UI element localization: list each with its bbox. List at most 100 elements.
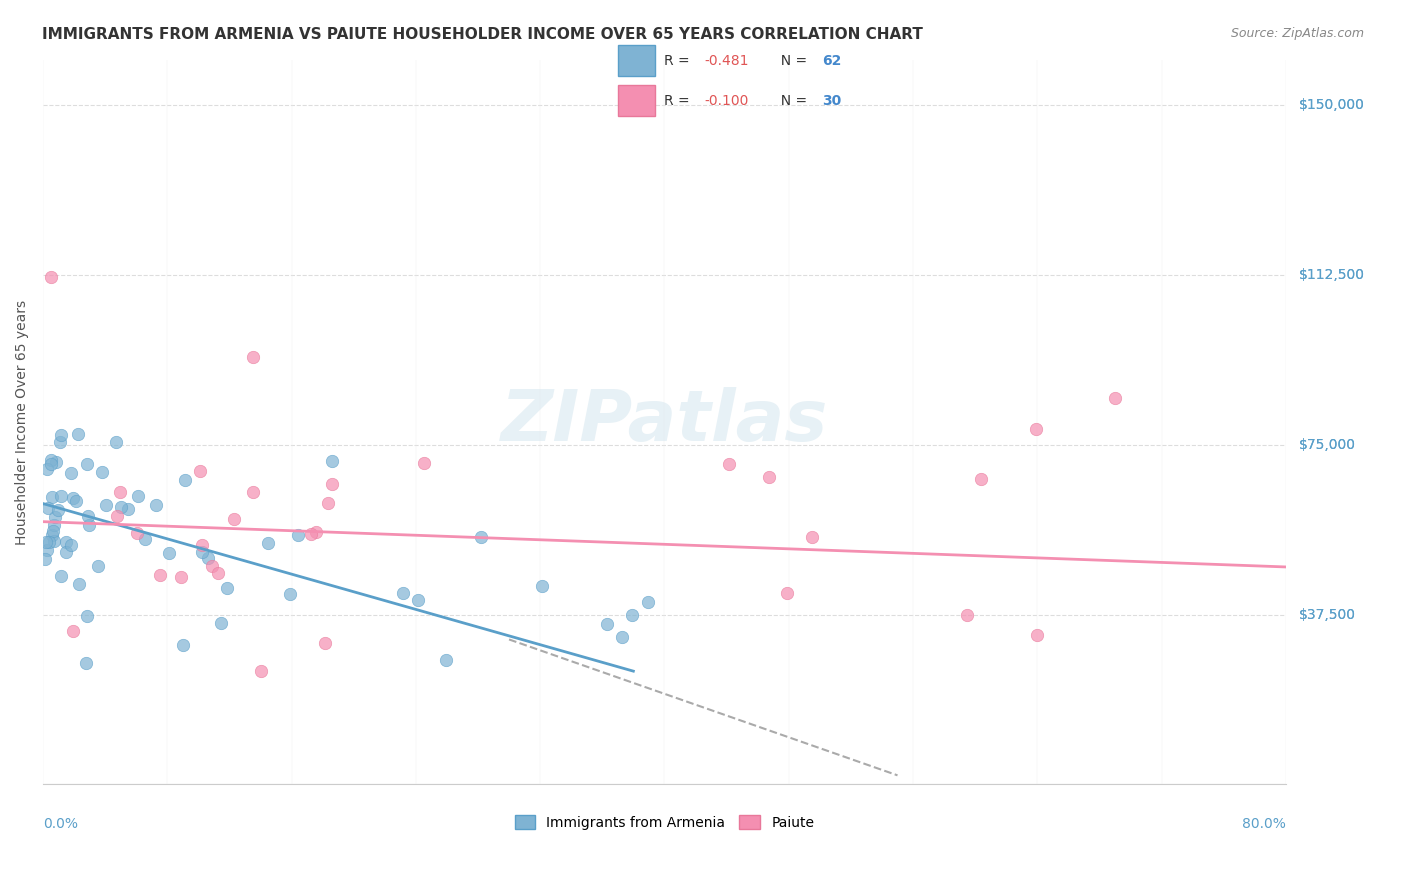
Paiute bbox=[970, 472, 993, 486]
Immigrants from Armenia bbox=[434, 653, 457, 667]
Immigrants from Armenia bbox=[392, 586, 415, 600]
Immigrants from Armenia bbox=[134, 533, 156, 547]
Immigrants from Armenia bbox=[94, 498, 117, 512]
Paiute bbox=[170, 570, 193, 584]
Text: $112,500: $112,500 bbox=[1298, 268, 1364, 282]
Paiute bbox=[717, 457, 740, 471]
Immigrants from Armenia bbox=[105, 434, 128, 449]
Immigrants from Armenia bbox=[42, 524, 65, 538]
Immigrants from Armenia bbox=[55, 534, 77, 549]
Immigrants from Armenia bbox=[37, 543, 59, 558]
Immigrants from Armenia bbox=[321, 453, 343, 467]
Immigrants from Armenia bbox=[55, 544, 77, 558]
Immigrants from Armenia bbox=[596, 617, 619, 632]
Immigrants from Armenia bbox=[287, 528, 309, 542]
Immigrants from Armenia bbox=[637, 595, 659, 609]
Legend: Immigrants from Armenia, Paiute: Immigrants from Armenia, Paiute bbox=[509, 810, 820, 836]
Text: Source: ZipAtlas.com: Source: ZipAtlas.com bbox=[1230, 27, 1364, 40]
Immigrants from Armenia bbox=[51, 569, 73, 583]
Immigrants from Armenia bbox=[190, 545, 212, 559]
Paiute bbox=[201, 559, 224, 574]
Immigrants from Armenia bbox=[76, 609, 98, 624]
Immigrants from Armenia bbox=[110, 500, 132, 514]
Paiute bbox=[222, 512, 245, 526]
Text: $37,500: $37,500 bbox=[1298, 607, 1355, 622]
Paiute bbox=[316, 496, 339, 510]
Immigrants from Armenia bbox=[35, 535, 58, 549]
Immigrants from Armenia bbox=[197, 551, 219, 566]
Text: R =: R = bbox=[664, 94, 695, 108]
Immigrants from Armenia bbox=[87, 559, 110, 574]
Immigrants from Armenia bbox=[39, 457, 62, 471]
Text: $37,500: $37,500 bbox=[1298, 607, 1355, 622]
Text: $150,000: $150,000 bbox=[1298, 98, 1364, 112]
Immigrants from Armenia bbox=[35, 461, 58, 475]
Text: N =: N = bbox=[772, 94, 811, 108]
Paiute bbox=[39, 270, 62, 285]
Immigrants from Armenia bbox=[157, 546, 180, 560]
Immigrants from Armenia bbox=[60, 538, 83, 552]
Immigrants from Armenia bbox=[42, 517, 65, 532]
Immigrants from Armenia bbox=[470, 530, 492, 544]
Immigrants from Armenia bbox=[65, 493, 87, 508]
Immigrants from Armenia bbox=[75, 656, 97, 670]
Immigrants from Armenia bbox=[51, 428, 73, 442]
Immigrants from Armenia bbox=[44, 509, 66, 524]
Paiute bbox=[249, 664, 271, 678]
Paiute bbox=[314, 636, 336, 650]
Text: 62: 62 bbox=[823, 54, 841, 68]
Text: $150,000: $150,000 bbox=[1298, 98, 1364, 112]
Immigrants from Armenia bbox=[209, 616, 232, 631]
Immigrants from Armenia bbox=[217, 582, 239, 596]
Text: ZIPatlas: ZIPatlas bbox=[501, 387, 828, 457]
Text: -0.100: -0.100 bbox=[704, 94, 749, 108]
Paiute bbox=[1025, 422, 1047, 436]
Paiute bbox=[149, 568, 172, 582]
Immigrants from Armenia bbox=[77, 517, 100, 532]
Paiute bbox=[191, 538, 214, 552]
Paiute bbox=[207, 566, 229, 581]
Immigrants from Armenia bbox=[45, 455, 67, 469]
Paiute bbox=[955, 608, 977, 623]
Paiute bbox=[242, 351, 264, 365]
Paiute bbox=[299, 526, 322, 541]
Immigrants from Armenia bbox=[76, 458, 98, 472]
Paiute bbox=[188, 464, 211, 478]
Immigrants from Armenia bbox=[49, 489, 72, 503]
Immigrants from Armenia bbox=[37, 501, 59, 516]
Immigrants from Armenia bbox=[90, 465, 112, 479]
Paiute bbox=[413, 456, 436, 470]
Text: 0.0%: 0.0% bbox=[44, 817, 77, 830]
Immigrants from Armenia bbox=[49, 434, 72, 449]
Text: N =: N = bbox=[772, 54, 811, 68]
Paiute bbox=[62, 624, 84, 638]
Immigrants from Armenia bbox=[59, 467, 82, 481]
Paiute bbox=[242, 484, 264, 499]
Immigrants from Armenia bbox=[610, 630, 633, 644]
Paiute bbox=[321, 476, 343, 491]
Immigrants from Armenia bbox=[620, 608, 643, 623]
Immigrants from Armenia bbox=[257, 535, 280, 549]
Immigrants from Armenia bbox=[173, 473, 195, 487]
Paiute bbox=[800, 531, 823, 545]
Paiute bbox=[758, 470, 780, 484]
Paiute bbox=[125, 526, 148, 541]
Immigrants from Armenia bbox=[38, 534, 60, 549]
Immigrants from Armenia bbox=[41, 490, 63, 504]
Immigrants from Armenia bbox=[41, 528, 63, 542]
Immigrants from Armenia bbox=[34, 551, 56, 566]
Immigrants from Armenia bbox=[42, 533, 65, 548]
Text: -0.481: -0.481 bbox=[704, 54, 749, 68]
Text: $75,000: $75,000 bbox=[1298, 438, 1355, 451]
Paiute bbox=[1026, 628, 1049, 642]
Immigrants from Armenia bbox=[278, 587, 301, 601]
Text: $112,500: $112,500 bbox=[1298, 268, 1364, 282]
Text: $75,000: $75,000 bbox=[1298, 438, 1355, 451]
Text: R =: R = bbox=[664, 54, 695, 68]
Immigrants from Armenia bbox=[172, 638, 194, 652]
Paiute bbox=[108, 485, 131, 500]
Immigrants from Armenia bbox=[67, 426, 90, 441]
Immigrants from Armenia bbox=[117, 502, 139, 516]
Immigrants from Armenia bbox=[77, 508, 100, 523]
Immigrants from Armenia bbox=[67, 577, 90, 591]
